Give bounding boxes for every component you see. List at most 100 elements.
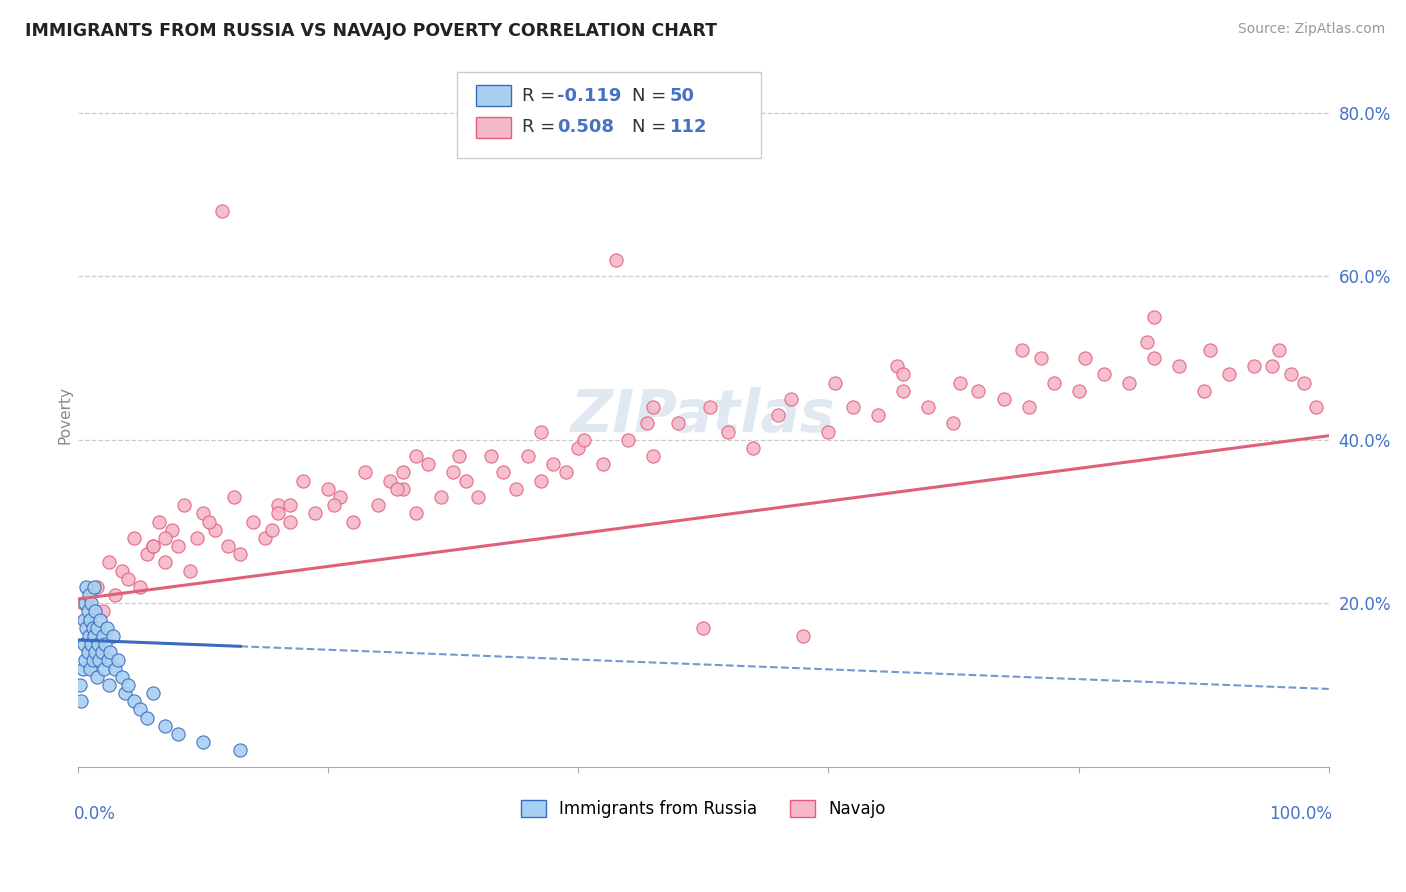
- Point: [73, 613, 96, 627]
- Point: [280, 515, 302, 529]
- Point: [83, 580, 105, 594]
- Point: [1136, 334, 1159, 349]
- Point: [260, 523, 283, 537]
- Point: [229, 743, 252, 757]
- Point: [80, 596, 103, 610]
- Point: [76, 580, 98, 594]
- FancyBboxPatch shape: [475, 85, 510, 106]
- Point: [117, 678, 139, 692]
- Point: [179, 564, 201, 578]
- Text: R =: R =: [522, 87, 561, 104]
- Point: [79, 661, 101, 675]
- Point: [1011, 343, 1033, 357]
- Point: [699, 400, 721, 414]
- Point: [166, 539, 188, 553]
- Point: [893, 368, 915, 382]
- Y-axis label: Poverty: Poverty: [58, 386, 72, 444]
- Point: [229, 547, 252, 561]
- Point: [166, 727, 188, 741]
- Point: [148, 515, 170, 529]
- Point: [104, 588, 127, 602]
- Text: 112: 112: [669, 119, 707, 136]
- Legend: Immigrants from Russia, Navajo: Immigrants from Russia, Navajo: [513, 794, 893, 825]
- Point: [86, 621, 108, 635]
- Point: [87, 637, 110, 651]
- Point: [191, 506, 214, 520]
- Point: [280, 498, 302, 512]
- Point: [77, 588, 100, 602]
- Point: [76, 645, 98, 659]
- Point: [70, 694, 93, 708]
- Point: [617, 433, 640, 447]
- Point: [405, 449, 427, 463]
- Point: [135, 547, 157, 561]
- Text: ZIPatlas: ZIPatlas: [571, 387, 835, 444]
- Point: [692, 621, 714, 635]
- Point: [530, 474, 553, 488]
- Point: [122, 694, 145, 708]
- Point: [1243, 359, 1265, 374]
- Point: [467, 490, 489, 504]
- Text: Source: ZipAtlas.com: Source: ZipAtlas.com: [1237, 22, 1385, 37]
- Point: [643, 400, 665, 414]
- Point: [666, 417, 689, 431]
- Point: [967, 384, 990, 398]
- Point: [291, 474, 314, 488]
- Point: [742, 441, 765, 455]
- Point: [1074, 351, 1097, 365]
- Point: [342, 515, 364, 529]
- Text: 0.508: 0.508: [557, 119, 614, 136]
- Point: [842, 400, 865, 414]
- Point: [79, 613, 101, 627]
- Point: [77, 629, 100, 643]
- Point: [817, 425, 839, 439]
- Point: [1167, 359, 1189, 374]
- Point: [98, 645, 121, 659]
- Point: [1267, 343, 1289, 357]
- Point: [554, 466, 576, 480]
- Point: [942, 417, 965, 431]
- Text: 100.0%: 100.0%: [1270, 805, 1333, 823]
- Point: [354, 466, 377, 480]
- Point: [83, 629, 105, 643]
- Point: [1029, 351, 1052, 365]
- Point: [155, 719, 177, 733]
- Point: [86, 580, 108, 594]
- Point: [768, 409, 790, 423]
- Point: [76, 621, 98, 635]
- Point: [605, 253, 627, 268]
- Point: [142, 539, 165, 553]
- Point: [104, 661, 127, 675]
- Point: [479, 449, 502, 463]
- Point: [541, 458, 564, 472]
- Point: [993, 392, 1015, 406]
- Point: [79, 613, 101, 627]
- Point: [211, 204, 233, 219]
- Point: [1305, 400, 1327, 414]
- Point: [82, 653, 104, 667]
- Point: [949, 376, 972, 390]
- Point: [824, 376, 846, 390]
- Point: [574, 433, 596, 447]
- Point: [75, 653, 97, 667]
- Point: [267, 498, 290, 512]
- Point: [1292, 376, 1315, 390]
- Point: [76, 604, 98, 618]
- Point: [1199, 343, 1222, 357]
- Point: [567, 441, 589, 455]
- Point: [717, 425, 740, 439]
- Point: [505, 482, 527, 496]
- Point: [84, 604, 107, 618]
- Text: N =: N =: [631, 87, 672, 104]
- Point: [643, 449, 665, 463]
- Point: [87, 653, 110, 667]
- Point: [89, 613, 111, 627]
- Point: [893, 384, 915, 398]
- Point: [416, 458, 439, 472]
- Point: [1218, 368, 1240, 382]
- Point: [917, 400, 939, 414]
- Text: 0.0%: 0.0%: [75, 805, 115, 823]
- Point: [316, 482, 339, 496]
- Point: [96, 621, 118, 635]
- Point: [186, 531, 208, 545]
